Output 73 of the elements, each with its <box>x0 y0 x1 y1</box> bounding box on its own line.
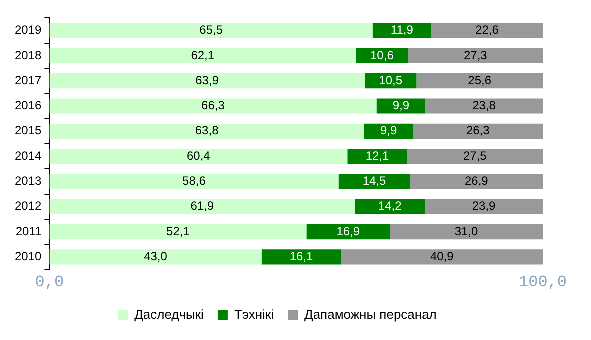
data-label: 63,8 <box>195 124 220 138</box>
data-label: 10,6 <box>370 48 394 62</box>
bar <box>50 23 373 38</box>
bar <box>364 124 414 139</box>
bar <box>338 174 410 190</box>
data-label: 60,4 <box>186 148 211 163</box>
bar <box>306 224 390 240</box>
bar <box>432 23 543 38</box>
y-tick-label: 2011 <box>16 224 42 238</box>
data-label: 26,3 <box>466 124 490 138</box>
bar <box>50 48 356 64</box>
y-tick-label: 2017 <box>14 73 42 88</box>
data-label: 14,2 <box>378 199 402 214</box>
y-tick-label: 2016 <box>14 98 42 113</box>
y-tick-label: 2014 <box>14 148 42 163</box>
data-label: 63,9 <box>196 73 220 88</box>
data-label: 10,5 <box>379 73 403 88</box>
y-tick-label: 2018 <box>14 48 42 62</box>
bar <box>50 98 377 114</box>
data-label: 27,3 <box>464 48 488 62</box>
data-label: 9,9 <box>392 98 410 113</box>
data-label: 27,5 <box>463 148 488 163</box>
data-label: 16,9 <box>336 224 360 238</box>
y-tick-label: 2013 <box>14 174 42 188</box>
data-label: 14,5 <box>362 174 387 188</box>
data-label: 9,9 <box>380 124 398 138</box>
data-label: 62,1 <box>191 48 215 62</box>
data-label: 22,6 <box>476 23 500 38</box>
bar <box>410 174 543 190</box>
bar <box>425 199 543 214</box>
data-label: 25,6 <box>468 73 492 88</box>
bar <box>50 149 348 164</box>
bar <box>348 149 408 164</box>
bar <box>355 199 426 214</box>
data-label: 61,9 <box>190 199 214 214</box>
bar <box>50 74 365 89</box>
bar <box>413 124 543 139</box>
data-label: 11,9 <box>390 23 414 38</box>
y-tick-label: 2010 <box>14 250 42 264</box>
bar <box>416 74 543 89</box>
data-label: 23,9 <box>472 199 496 214</box>
data-label: 43,0 <box>144 250 168 264</box>
bar <box>50 250 262 265</box>
bar <box>50 124 364 139</box>
data-label: 23,8 <box>472 98 496 113</box>
bar <box>262 250 342 265</box>
bar <box>50 224 307 240</box>
legend-label: Дапаможны персанал <box>304 307 437 322</box>
bar <box>390 224 543 240</box>
y-tick-label: 2019 <box>14 23 42 38</box>
bar <box>341 250 543 265</box>
data-label: 16,1 <box>290 250 314 264</box>
x-tick-label: 0,0 <box>35 274 64 292</box>
bar <box>407 149 543 164</box>
x-tick-label: 100,0 <box>518 274 568 292</box>
bar <box>372 23 432 38</box>
data-label: 26,9 <box>464 174 489 188</box>
data-label: 52,1 <box>166 224 190 238</box>
bar <box>408 48 543 64</box>
data-label: 12,1 <box>366 148 390 163</box>
legend-label: Даследчыкі <box>134 307 204 322</box>
legend-label: Тэхнікі <box>234 307 274 322</box>
bar <box>376 98 426 114</box>
bar <box>50 174 339 190</box>
data-label: 31,0 <box>454 224 479 238</box>
y-tick-label: 2012 <box>14 199 42 214</box>
bar <box>426 98 543 114</box>
y-tick-label: 2015 <box>14 124 42 138</box>
data-label: 65,5 <box>200 23 224 38</box>
data-label: 40,9 <box>430 250 454 264</box>
data-label: 58,6 <box>182 174 206 188</box>
data-label: 66,3 <box>202 98 226 113</box>
bar <box>50 199 356 214</box>
